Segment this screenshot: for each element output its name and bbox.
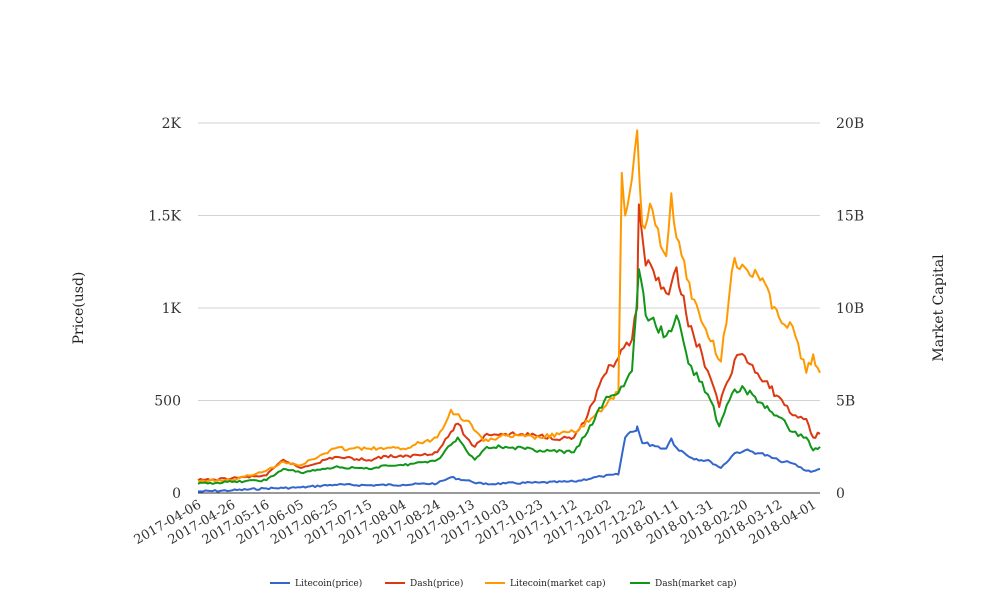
series-line-dash-price xyxy=(197,203,821,482)
right-tick-label: 5B xyxy=(836,394,855,410)
series-line-litecoin-market-cap xyxy=(198,129,821,483)
right-tick-label: 15B xyxy=(836,209,864,225)
left-tick-label: 0 xyxy=(172,486,181,502)
left-tick-label: 2K xyxy=(162,116,182,132)
right-tick-label: 10B xyxy=(836,301,864,317)
left-axis-title: Price(usd) xyxy=(71,272,87,345)
right-tick-label: 20B xyxy=(836,116,864,132)
left-y-axis-ticks: 0 500 1K 1.5K 2K xyxy=(148,116,181,502)
series-line-dash-market-cap xyxy=(197,268,821,485)
series-lines xyxy=(197,129,821,493)
legend-label: Litecoin(market cap) xyxy=(510,578,606,589)
legend-label: Dash(market cap) xyxy=(655,578,737,589)
left-tick-label: 1.5K xyxy=(148,209,181,225)
right-axis-title: Market Capital xyxy=(931,254,947,362)
right-tick-label: 0 xyxy=(836,486,845,502)
left-tick-label: 500 xyxy=(154,394,181,410)
grid-lines xyxy=(198,122,820,401)
x-axis-ticks: 2017-04-062017-04-262017-05-162017-06-05… xyxy=(132,497,820,547)
legend: Litecoin(price) Dash(price) Litecoin(marke… xyxy=(270,578,737,589)
series-line-litecoin-price xyxy=(197,425,821,493)
left-tick-label: 1K xyxy=(162,301,182,317)
legend-label: Litecoin(price) xyxy=(295,578,362,589)
legend-label: Dash(price) xyxy=(410,578,463,589)
right-y-axis-ticks: 0 5B 10B 15B 20B xyxy=(836,116,864,502)
